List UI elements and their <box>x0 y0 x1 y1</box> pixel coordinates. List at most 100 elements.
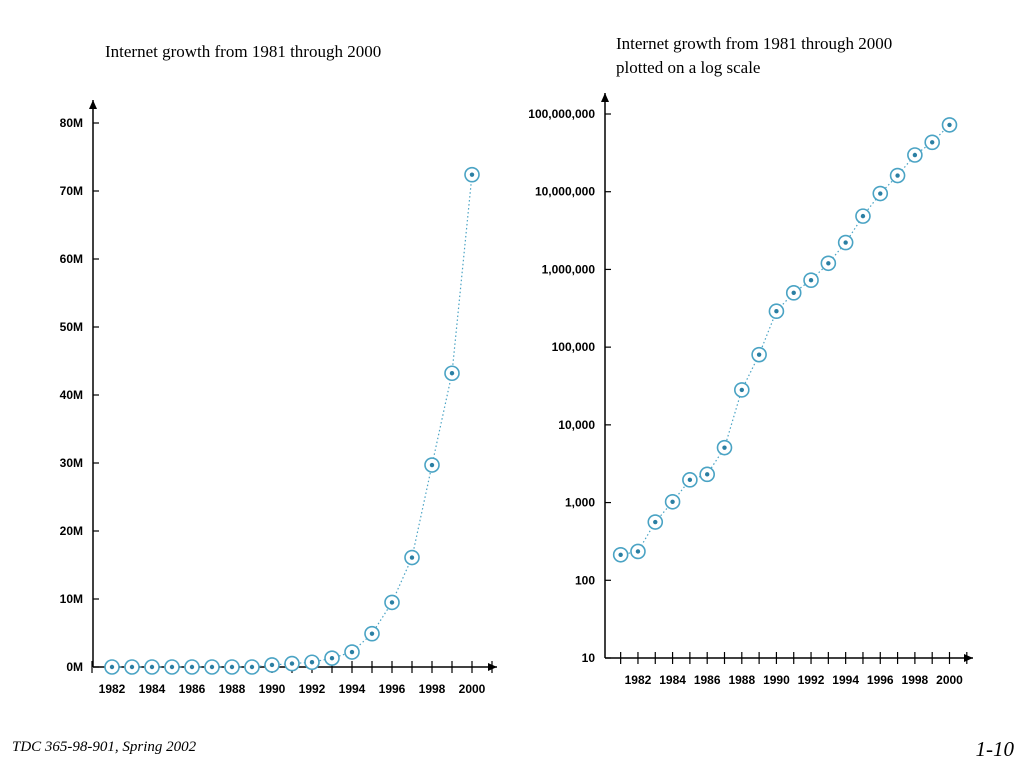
log-data-point <box>734 382 750 398</box>
linear-point-dot <box>129 664 135 670</box>
log-data-point <box>907 147 923 163</box>
linear-point-dot <box>329 655 335 661</box>
linear-data-point <box>244 659 260 675</box>
log-y-tick-label: 100,000,000 <box>528 107 595 121</box>
linear-x-tick-label: 1996 <box>379 682 406 696</box>
linear-y-tick-label: 80M <box>60 116 83 130</box>
log-data-point <box>612 546 629 563</box>
log-data-point <box>664 493 681 510</box>
log-point-dot <box>929 140 935 145</box>
linear-point-dot <box>309 660 315 665</box>
log-series-line <box>620 124 950 556</box>
log-x-tick-label: 2000 <box>936 673 963 687</box>
log-data-point <box>820 255 837 272</box>
log-point-dot <box>826 261 831 266</box>
linear-point-dot <box>369 631 375 636</box>
log-point-dot <box>653 519 658 525</box>
linear-data-point <box>404 549 420 566</box>
log-y-tick-label: 1,000 <box>565 496 595 510</box>
log-data-point <box>855 208 871 224</box>
log-data-point <box>768 303 785 320</box>
linear-data-point <box>264 657 280 673</box>
linear-point-dot <box>429 462 435 468</box>
log-point-dot <box>843 240 848 245</box>
log-point-dot <box>722 445 727 450</box>
linear-data-point <box>204 659 220 675</box>
log-point-dot <box>878 191 883 196</box>
log-point-dot <box>704 472 710 477</box>
log-x-tick-label: 1996 <box>867 673 894 687</box>
log-point-dot <box>739 387 745 393</box>
log-x-tick-label: 1994 <box>832 673 859 687</box>
linear-series-line <box>112 174 473 668</box>
linear-point-dot <box>289 661 295 666</box>
log-data-point <box>785 285 802 301</box>
log-data-point <box>941 117 958 133</box>
linear-point-dot <box>269 662 275 668</box>
linear-point-dot <box>189 664 195 670</box>
log-chart-title-line-2: plotted on a log scale <box>616 58 761 77</box>
linear-y-tick-label: 30M <box>60 456 83 470</box>
linear-chart-title: Internet growth from 1981 through 2000 <box>105 42 382 61</box>
log-y-tick-label: 1,000,000 <box>542 262 596 276</box>
log-point-dot <box>756 352 762 357</box>
linear-point-dot <box>469 172 475 177</box>
log-point-dot <box>808 277 814 283</box>
linear-data-point <box>384 594 400 611</box>
log-x-tick-label: 1992 <box>798 673 825 687</box>
linear-x-tick-label: 1982 <box>99 682 126 696</box>
linear-data-point <box>464 166 480 183</box>
linear-data-point <box>424 457 440 473</box>
page-number: 1-10 <box>975 737 1015 761</box>
linear-point-dot <box>109 664 115 670</box>
log-data-point <box>924 134 940 151</box>
log-x-tick-label: 1984 <box>659 673 686 687</box>
linear-data-point <box>224 659 240 675</box>
log-data-point <box>872 185 889 202</box>
log-y-tick-label: 100 <box>575 573 595 587</box>
linear-point-dot <box>389 600 395 605</box>
log-point-dot <box>860 213 866 219</box>
linear-y-tick-label: 0M <box>66 660 83 674</box>
log-y-tick-label: 10 <box>582 651 596 665</box>
log-point-dot <box>791 290 796 296</box>
linear-data-point <box>164 659 180 675</box>
linear-data-point <box>324 650 340 666</box>
log-data-point <box>803 272 819 288</box>
linear-y-axis-arrow <box>89 100 97 109</box>
log-chart-title-line-1: Internet growth from 1981 through 2000 <box>616 34 893 53</box>
log-y-tick-label: 10,000,000 <box>535 185 595 199</box>
linear-data-point <box>184 659 200 675</box>
linear-y-tick-label: 40M <box>60 388 83 402</box>
log-chart-title: Internet growth from 1981 through 2000 p… <box>616 32 892 80</box>
linear-x-tick-label: 1986 <box>179 682 206 696</box>
linear-point-dot <box>349 649 355 655</box>
log-plot: 10 100 1,000 10,000 100,000 1,000,000 10,000,0… <box>528 93 973 687</box>
linear-point-dot <box>149 664 155 670</box>
log-point-dot <box>774 309 779 314</box>
log-y-tick-label: 10,000 <box>558 418 595 432</box>
linear-data-point <box>124 659 140 675</box>
log-data-point <box>682 472 698 488</box>
linear-y-tick-label: 60M <box>60 252 83 266</box>
linear-x-tick-label: 2000 <box>459 682 486 696</box>
log-point-dot <box>635 549 641 554</box>
log-data-point <box>751 346 767 363</box>
linear-x-tick-label: 1998 <box>419 682 446 696</box>
linear-point-dot <box>249 664 255 670</box>
log-x-tick-label: 1998 <box>902 673 929 687</box>
linear-data-point <box>444 365 460 382</box>
log-y-tick-label: 100,000 <box>552 340 596 354</box>
log-x-tick-label: 1986 <box>694 673 721 687</box>
linear-y-tick-label: 50M <box>60 320 83 334</box>
linear-x-tick-label: 1990 <box>259 682 286 696</box>
log-point-dot <box>895 173 900 178</box>
linear-point-dot <box>169 664 175 670</box>
linear-point-dot <box>449 371 455 376</box>
log-data-point <box>716 439 733 456</box>
linear-data-point <box>304 654 320 671</box>
log-x-tick-label: 1990 <box>763 673 790 687</box>
linear-data-point <box>364 625 380 642</box>
linear-y-tick-label: 10M <box>60 592 83 606</box>
log-data-point <box>630 543 646 560</box>
